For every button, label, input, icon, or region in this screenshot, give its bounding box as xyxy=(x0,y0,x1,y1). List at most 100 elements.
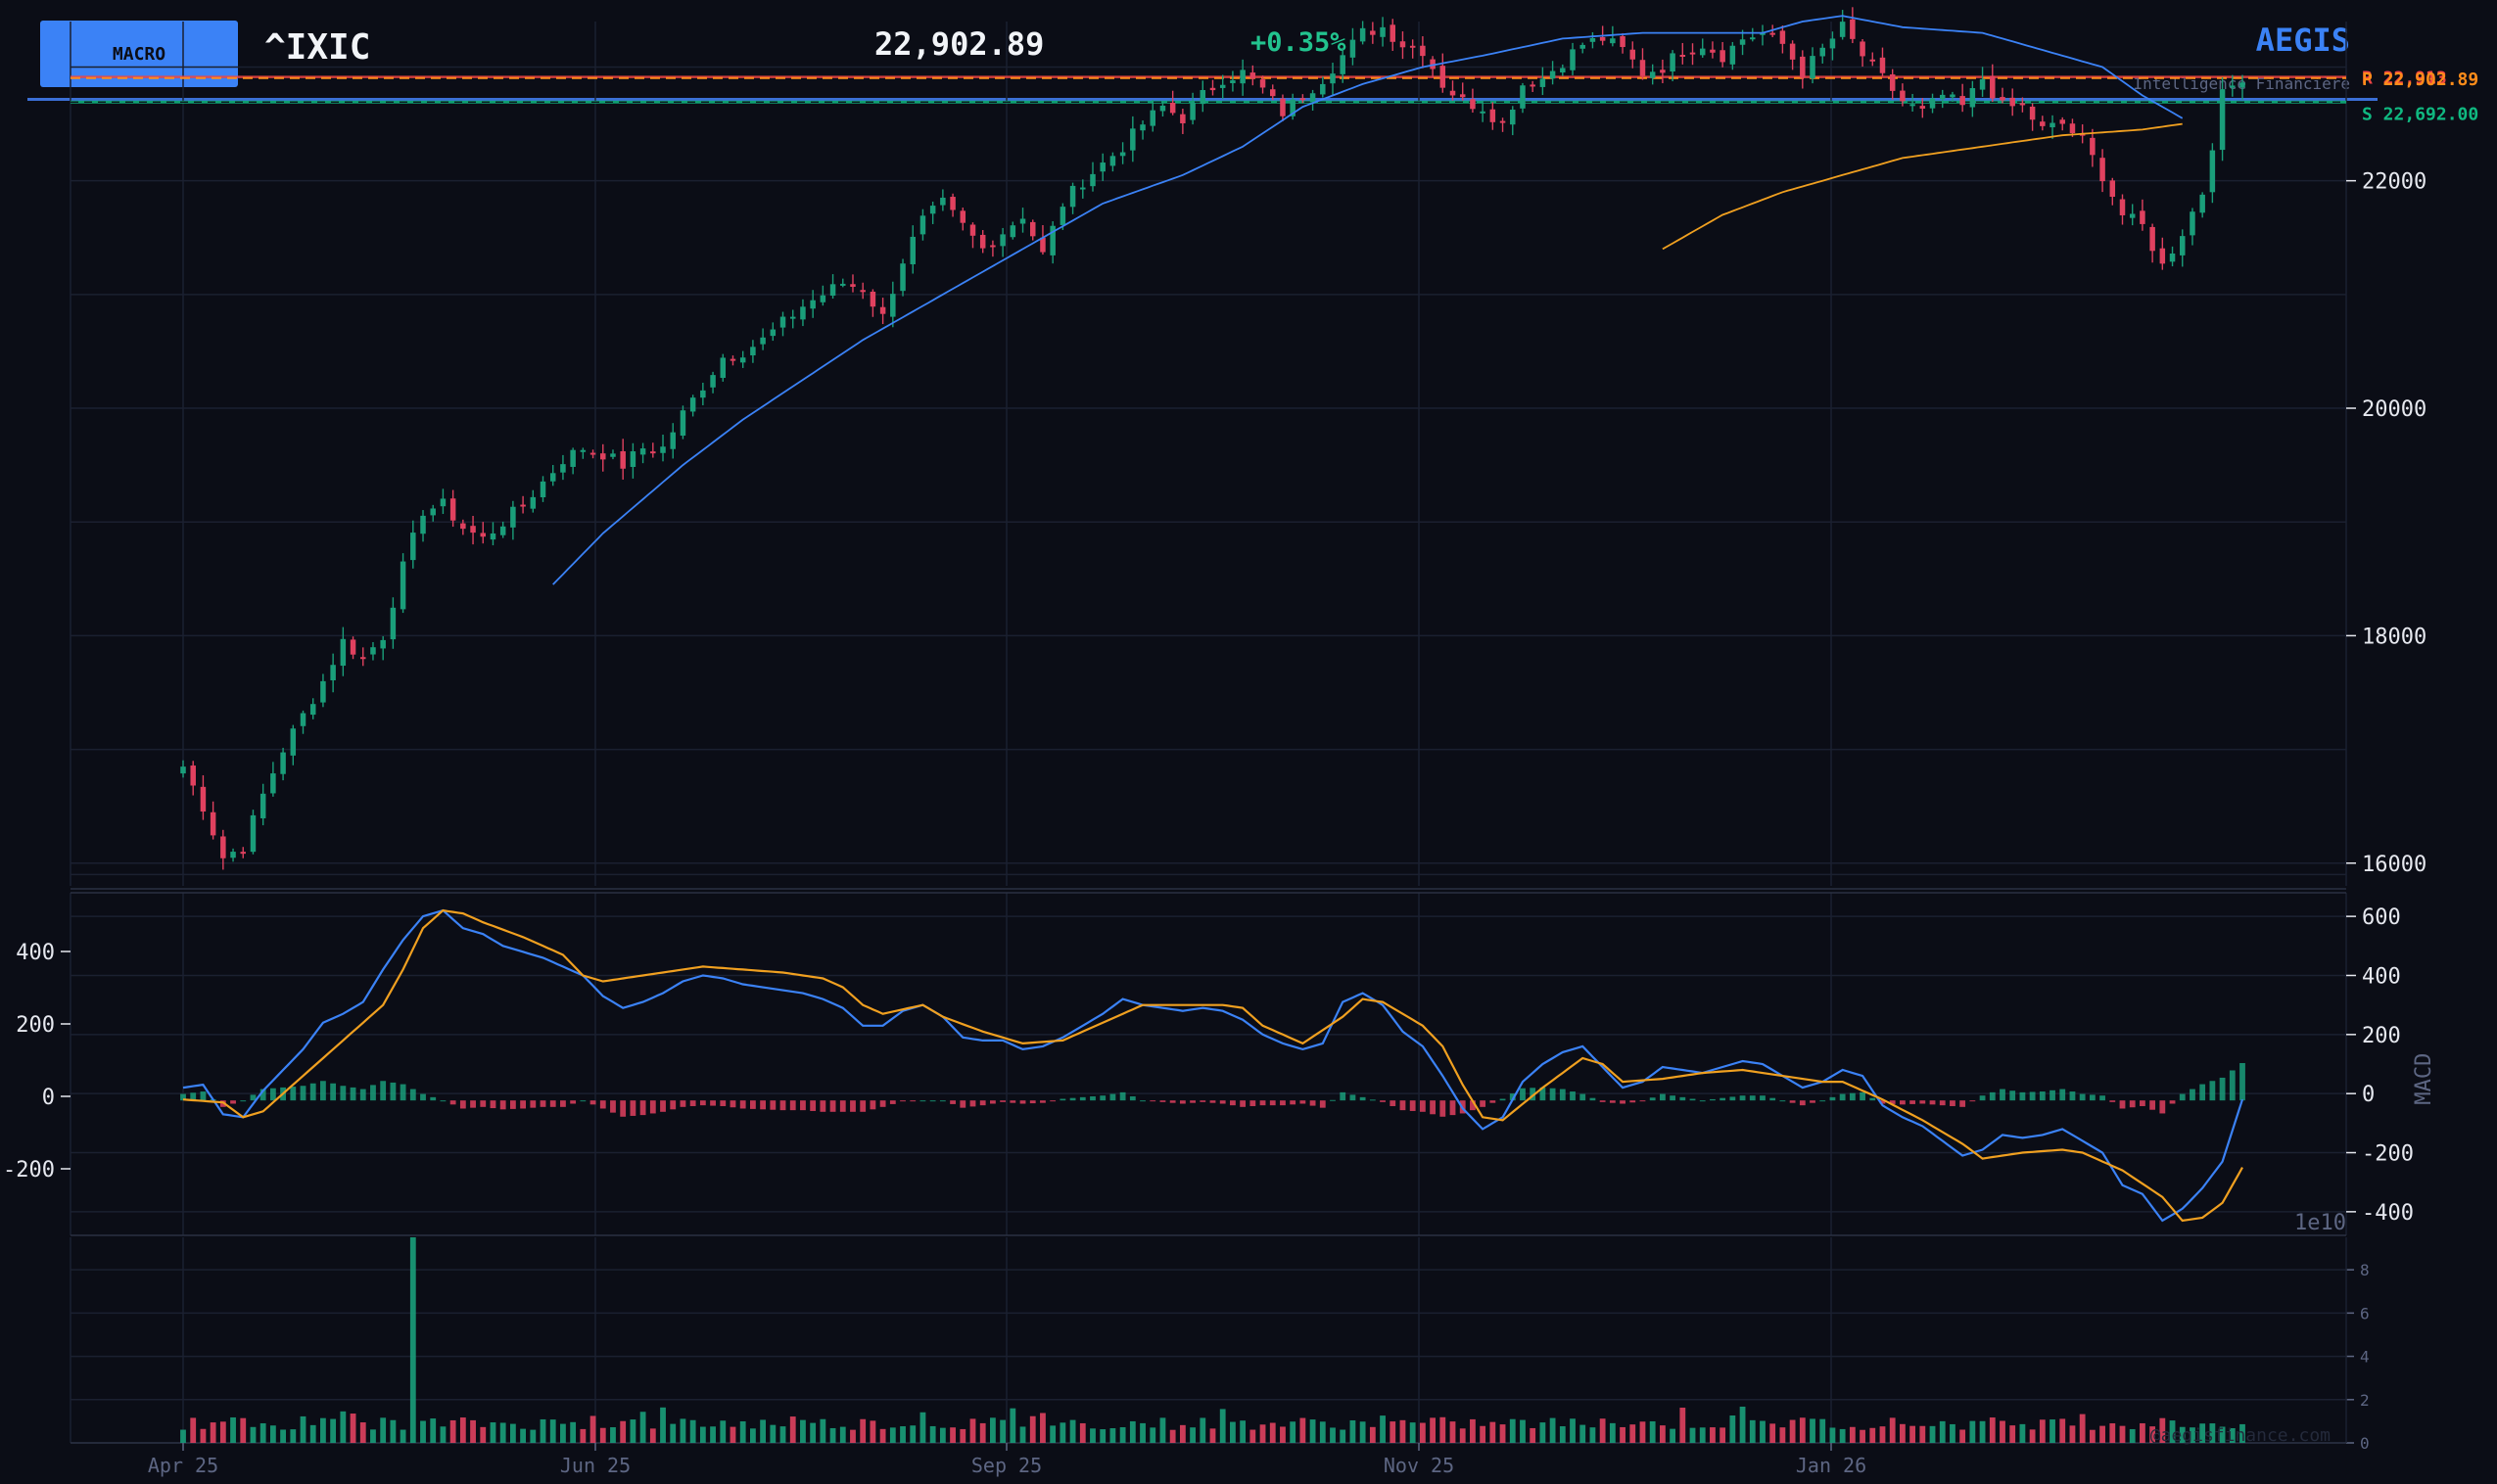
volume-bar xyxy=(860,1418,867,1443)
volume-bar xyxy=(1419,1422,1426,1443)
candle xyxy=(560,464,566,473)
candle xyxy=(1610,38,1616,44)
macd-histogram-bar xyxy=(1679,1096,1686,1101)
macd-histogram-bar xyxy=(1689,1098,1696,1101)
ma-fast-line xyxy=(552,15,2184,585)
volume-bar xyxy=(430,1418,437,1443)
macd-histogram-bar xyxy=(1290,1100,1296,1105)
volume-bar xyxy=(1390,1421,1396,1443)
macd-histogram-bar xyxy=(470,1100,476,1108)
volume-bar xyxy=(1950,1423,1955,1443)
volume-bar xyxy=(1029,1415,1036,1443)
volume-bar xyxy=(340,1411,347,1443)
macd-histogram-bar xyxy=(1639,1100,1646,1102)
macd-histogram-bar xyxy=(580,1100,587,1102)
macd-histogram-bar xyxy=(1439,1100,1446,1117)
macd-histogram-bar xyxy=(2059,1089,2066,1101)
volume-bar xyxy=(870,1420,876,1443)
volume-bar xyxy=(409,1237,416,1443)
volume-bar xyxy=(660,1407,666,1443)
volume-bar xyxy=(1179,1424,1186,1443)
macd-histogram-bar xyxy=(1539,1087,1546,1101)
candle xyxy=(1720,50,1725,63)
volume-bar xyxy=(919,1412,926,1443)
macd-histogram-bar xyxy=(1929,1100,1936,1105)
macd-histogram-bar xyxy=(1839,1093,1846,1101)
volume-bar xyxy=(1769,1423,1776,1443)
macd-histogram-bar xyxy=(400,1084,406,1101)
macd-histogram-bar xyxy=(2099,1095,2105,1101)
macd-histogram-bar xyxy=(1599,1100,1606,1102)
candle xyxy=(220,836,226,858)
macd-histogram-bar xyxy=(1769,1097,1776,1101)
candle xyxy=(1259,79,1266,88)
candle xyxy=(919,215,926,235)
candle xyxy=(1090,173,1096,187)
candle xyxy=(1029,221,1036,237)
volume-bar xyxy=(1230,1421,1236,1443)
macd-histogram-bar xyxy=(420,1093,426,1101)
brand-logo: AEGIS xyxy=(2255,22,2350,59)
macd-histogram-bar xyxy=(2039,1091,2046,1101)
candle xyxy=(1069,185,1076,208)
volume-bar xyxy=(1520,1419,1526,1443)
volume-bar xyxy=(2229,1427,2236,1443)
macd-histogram-bar xyxy=(850,1100,856,1112)
candle xyxy=(2040,121,2046,126)
volume-bar xyxy=(1670,1428,1676,1443)
volume-bar xyxy=(829,1427,836,1443)
macd-histogram-bar xyxy=(2190,1089,2195,1101)
candle xyxy=(470,526,476,533)
macd-histogram-bar xyxy=(950,1100,956,1104)
volume-bar xyxy=(459,1417,466,1443)
volume-bar xyxy=(540,1418,546,1443)
y-tick-label: 20000 xyxy=(2362,397,2426,422)
candle xyxy=(1729,45,1736,65)
macd-histogram-bar xyxy=(1219,1100,1226,1104)
macd-histogram-bar xyxy=(2239,1063,2245,1101)
volume-bar xyxy=(2039,1419,2046,1443)
y-tick-label: 22000 xyxy=(2362,170,2426,195)
macd-histogram-bar xyxy=(779,1100,786,1111)
macd-histogram-bar xyxy=(1269,1100,1276,1106)
macd-histogram-bar xyxy=(1979,1095,1986,1101)
candle xyxy=(900,263,906,292)
volume-bar xyxy=(820,1418,826,1443)
macd-histogram-bar xyxy=(1969,1100,1976,1102)
volume-bar xyxy=(779,1426,786,1443)
volume-bar xyxy=(939,1427,946,1443)
macd-histogram-bar xyxy=(1779,1100,1786,1102)
candle xyxy=(1539,78,1546,87)
volume-bar xyxy=(2119,1425,2126,1443)
macd-histogram-bar xyxy=(1129,1096,1136,1101)
volume-bar xyxy=(1159,1417,1166,1443)
volume-bar xyxy=(1799,1417,1806,1443)
x-tick-label: Jun 25 xyxy=(560,1454,631,1477)
volume-bar xyxy=(749,1428,756,1443)
candle xyxy=(2199,194,2205,213)
macd-histogram-bar xyxy=(230,1100,236,1104)
volume-bar xyxy=(290,1429,297,1443)
volume-panel: 0 2 4 6 8 1e10 xyxy=(70,1211,2370,1453)
candle xyxy=(2129,213,2136,218)
volume-bar xyxy=(380,1417,387,1443)
candle xyxy=(969,224,976,236)
candle xyxy=(1879,57,1886,73)
macd-histogram-bar xyxy=(530,1100,537,1108)
volume-bar xyxy=(1449,1421,1456,1443)
macd-histogram-bar xyxy=(330,1083,337,1101)
candle xyxy=(1130,128,1136,151)
macd-histogram-bar xyxy=(910,1100,917,1102)
macd-histogram-bar xyxy=(309,1083,316,1101)
candle xyxy=(499,526,506,535)
candle xyxy=(1409,45,1416,48)
macd-histogram-bar xyxy=(1069,1097,1076,1101)
candle xyxy=(490,533,496,540)
macd-histogram-bar xyxy=(1399,1100,1406,1111)
volume-bar xyxy=(1470,1418,1476,1443)
candle xyxy=(1939,94,1946,100)
volume-bar xyxy=(2149,1426,2156,1443)
volume-bar xyxy=(2219,1426,2226,1443)
candle xyxy=(1990,75,1996,99)
candle xyxy=(1969,88,1976,108)
